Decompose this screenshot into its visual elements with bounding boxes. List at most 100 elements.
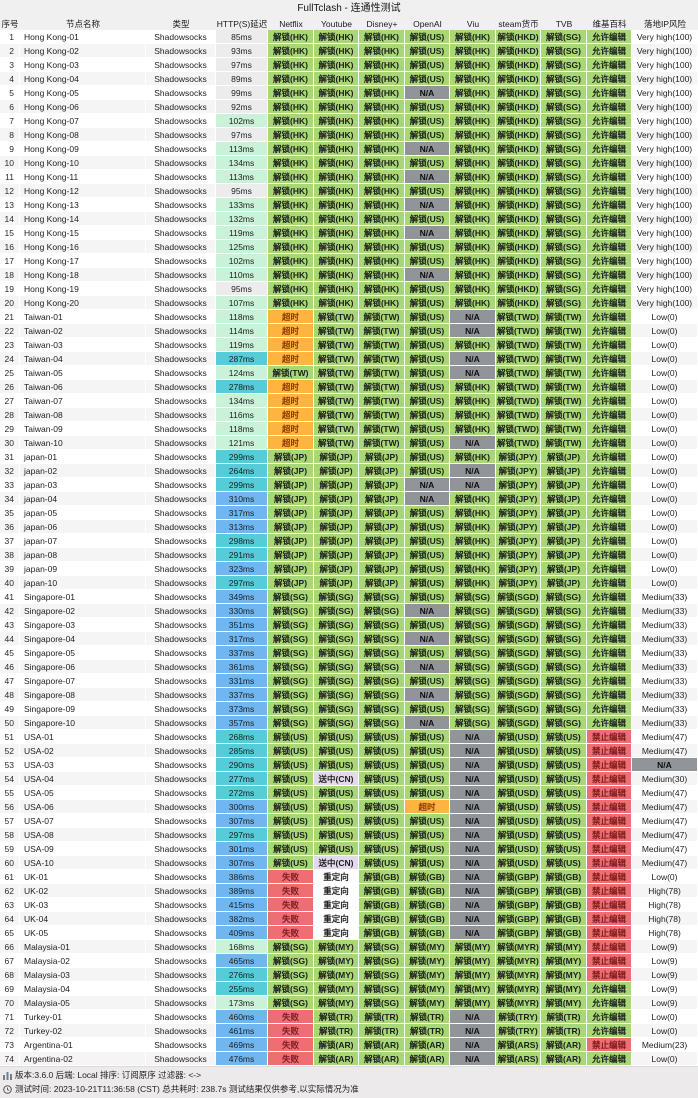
cell-viu: 解锁(HK) xyxy=(450,114,496,128)
cell-wikipedia: 允许编辑 xyxy=(587,72,632,86)
cell-num: 54 xyxy=(0,772,20,786)
cell-netflix: 解锁(US) xyxy=(268,758,314,772)
cell-num: 51 xyxy=(0,730,20,744)
cell-youtube: 解锁(MY) xyxy=(314,982,359,996)
cell-tvb: 解锁(SG) xyxy=(541,674,587,688)
cell-wikipedia: 禁止编辑 xyxy=(587,744,632,758)
cell-openai: 解锁(MY) xyxy=(405,996,450,1010)
cell-viu: 解锁(SG) xyxy=(450,688,496,702)
cell-name: USA-09 xyxy=(20,842,146,856)
cell-name: Taiwan-03 xyxy=(20,338,146,352)
cell-youtube: 解锁(US) xyxy=(314,800,359,814)
cell-disney-plus: 解锁(JP) xyxy=(359,506,405,520)
cell-wikipedia: 允许编辑 xyxy=(587,30,632,44)
cell-ip-risk: Very high(100) xyxy=(632,184,698,198)
table-row: 39 japan-09 Shadowsocks 323ms 解锁(JP) 解锁(JP) 解锁… xyxy=(0,562,698,576)
cell-netflix: 解锁(HK) xyxy=(268,170,314,184)
cell-netflix: 解锁(HK) xyxy=(268,226,314,240)
cell-num: 34 xyxy=(0,492,20,506)
cell-tvb: 解锁(SG) xyxy=(541,702,587,716)
cell-steam-currency: 解锁(SGD) xyxy=(496,660,541,674)
cell-steam-currency: 解锁(SGD) xyxy=(496,604,541,618)
cell-num: 73 xyxy=(0,1038,20,1052)
cell-netflix: 解锁(SG) xyxy=(268,618,314,632)
cell-disney-plus: 解锁(US) xyxy=(359,800,405,814)
cell-viu: N/A xyxy=(450,436,496,450)
cell-viu: 解锁(HK) xyxy=(450,72,496,86)
cell-netflix: 解锁(JP) xyxy=(268,548,314,562)
cell-name: japan-06 xyxy=(20,520,146,534)
cell-steam-currency: 解锁(USD) xyxy=(496,800,541,814)
cell-netflix: 失败 xyxy=(268,1052,314,1066)
cell-viu: 解锁(HK) xyxy=(450,534,496,548)
cell-num: 61 xyxy=(0,870,20,884)
cell-openai: 解锁(US) xyxy=(405,562,450,576)
table-row: 28 Taiwan-08 Shadowsocks 116ms 超时 解锁(TW) 解锁(TW… xyxy=(0,408,698,422)
cell-youtube: 解锁(US) xyxy=(314,814,359,828)
cell-openai: 解锁(US) xyxy=(405,338,450,352)
cell-name: Taiwan-08 xyxy=(20,408,146,422)
page-title: FullTclash - 连通性测试 xyxy=(0,0,698,17)
cell-tvb: 解锁(US) xyxy=(541,828,587,842)
cell-viu: N/A xyxy=(450,870,496,884)
cell-num: 4 xyxy=(0,72,20,86)
cell-disney-plus: 解锁(HK) xyxy=(359,156,405,170)
cell-viu: N/A xyxy=(450,884,496,898)
cell-disney-plus: 解锁(JP) xyxy=(359,562,405,576)
cell-youtube: 解锁(HK) xyxy=(314,86,359,100)
cell-youtube: 解锁(HK) xyxy=(314,254,359,268)
cell-youtube: 重定向 xyxy=(314,870,359,884)
cell-openai: 解锁(US) xyxy=(405,114,450,128)
table-row: 54 USA-04 Shadowsocks 277ms 解锁(US) 送中(CN) 解锁(U… xyxy=(0,772,698,786)
table-row: 9 Hong Kong-09 Shadowsocks 113ms 解锁(HK) 解锁(HK… xyxy=(0,142,698,156)
cell-youtube: 重定向 xyxy=(314,912,359,926)
cell-netflix: 解锁(HK) xyxy=(268,268,314,282)
cell-disney-plus: 解锁(HK) xyxy=(359,128,405,142)
cell-steam-currency: 解锁(JPY) xyxy=(496,506,541,520)
cell-num: 57 xyxy=(0,814,20,828)
cell-openai: 解锁(US) xyxy=(405,520,450,534)
table-row: 62 UK-02 Shadowsocks 389ms 失败 重定向 解锁(GB) 解锁(GB)… xyxy=(0,884,698,898)
cell-wikipedia: 禁止编辑 xyxy=(587,814,632,828)
table-body: 1 Hong Kong-01 Shadowsocks 85ms 解锁(HK) 解锁(HK)… xyxy=(0,30,698,1066)
cell-openai: N/A xyxy=(405,478,450,492)
cell-name: Singapore-08 xyxy=(20,688,146,702)
cell-youtube: 解锁(US) xyxy=(314,758,359,772)
cell-openai: 解锁(US) xyxy=(405,422,450,436)
cell-openai: 解锁(US) xyxy=(405,842,450,856)
cell-wikipedia: 禁止编辑 xyxy=(587,730,632,744)
cell-netflix: 超时 xyxy=(268,338,314,352)
cell-num: 62 xyxy=(0,884,20,898)
footer: 版本:3.6.0 后端: Local 排序: 订阅原序 过滤器: <-> 测试时… xyxy=(0,1066,698,1098)
cell-steam-currency: 解锁(HKD) xyxy=(496,282,541,296)
cell-openai: 解锁(US) xyxy=(405,772,450,786)
table-row: 57 USA-07 Shadowsocks 307ms 解锁(US) 解锁(US) 解锁(U… xyxy=(0,814,698,828)
cell-type: Shadowsocks xyxy=(146,380,216,394)
table-row: 46 Singapore-06 Shadowsocks 361ms 解锁(SG) 解锁(S… xyxy=(0,660,698,674)
cell-youtube: 解锁(JP) xyxy=(314,478,359,492)
cell-num: 53 xyxy=(0,758,20,772)
cell-name: japan-02 xyxy=(20,464,146,478)
cell-youtube: 解锁(TW) xyxy=(314,394,359,408)
cell-latency: 134ms xyxy=(216,156,268,170)
cell-ip-risk: High(78) xyxy=(632,898,698,912)
cell-youtube: 解锁(JP) xyxy=(314,562,359,576)
cell-youtube: 解锁(HK) xyxy=(314,44,359,58)
cell-youtube: 解锁(TW) xyxy=(314,310,359,324)
cell-type: Shadowsocks xyxy=(146,282,216,296)
cell-netflix: 解锁(HK) xyxy=(268,254,314,268)
cell-netflix: 失败 xyxy=(268,912,314,926)
cell-disney-plus: 解锁(JP) xyxy=(359,576,405,590)
cell-openai: 解锁(US) xyxy=(405,856,450,870)
connectivity-test-table: 序号 节点名称 类型 HTTP(S)延迟 Netflix Youtube Disney+ Op… xyxy=(0,17,698,1066)
cell-name: USA-06 xyxy=(20,800,146,814)
cell-wikipedia: 允许编辑 xyxy=(587,58,632,72)
cell-steam-currency: 解锁(TWD) xyxy=(496,394,541,408)
cell-viu: N/A xyxy=(450,786,496,800)
cell-name: Singapore-06 xyxy=(20,660,146,674)
cell-latency: 124ms xyxy=(216,366,268,380)
cell-name: UK-05 xyxy=(20,926,146,940)
cell-tvb: 解锁(JP) xyxy=(541,450,587,464)
cell-openai: 解锁(US) xyxy=(405,44,450,58)
cell-openai: 解锁(GB) xyxy=(405,912,450,926)
